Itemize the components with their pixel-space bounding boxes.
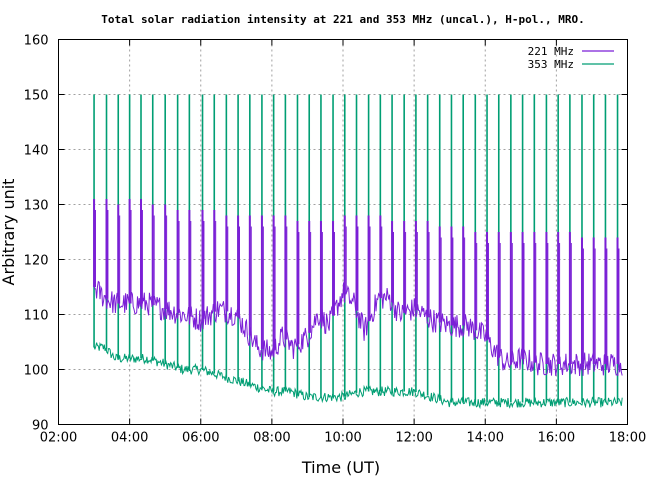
grid xyxy=(58,39,628,425)
x-tick-label: 04:00 xyxy=(111,431,148,446)
x-tick-label: 12:00 xyxy=(395,431,432,446)
x-tick-label: 06:00 xyxy=(182,431,219,446)
series-0 xyxy=(93,199,623,377)
y-tick-label: 100 xyxy=(24,364,49,379)
x-axis-label: Time (UT) xyxy=(301,458,380,477)
y-tick-label: 130 xyxy=(24,199,49,214)
y-axis-tick-labels: 90 100 110 120 130 140 150 160 xyxy=(24,34,49,434)
plot-area xyxy=(93,94,623,410)
axis-ticks xyxy=(58,39,628,425)
x-tick-label: 10:00 xyxy=(324,431,361,446)
x-tick-label: 14:00 xyxy=(467,431,504,446)
plot-frame xyxy=(58,39,628,425)
x-axis-tick-labels: 02:00 04:00 06:00 08:00 10:00 12:00 14:00 16:00… xyxy=(40,431,646,446)
series-line xyxy=(93,342,623,410)
chart-title: Total solar radiation intensity at 221 a… xyxy=(101,13,584,26)
y-tick-label: 120 xyxy=(24,254,49,269)
legend-label: 353 MHz xyxy=(528,58,574,71)
y-tick-label: 140 xyxy=(24,144,49,159)
y-tick-label: 150 xyxy=(24,89,49,104)
legend-label: 221 MHz xyxy=(528,45,574,58)
x-tick-label: 02:00 xyxy=(40,431,77,446)
y-tick-label: 90 xyxy=(32,419,49,434)
y-axis-label: Arbitrary unit xyxy=(0,179,18,286)
x-tick-label: 08:00 xyxy=(253,431,290,446)
x-tick-label: 18:00 xyxy=(609,431,646,446)
y-tick-label: 160 xyxy=(24,34,49,49)
y-tick-label: 110 xyxy=(24,309,49,324)
x-tick-label: 16:00 xyxy=(538,431,575,446)
